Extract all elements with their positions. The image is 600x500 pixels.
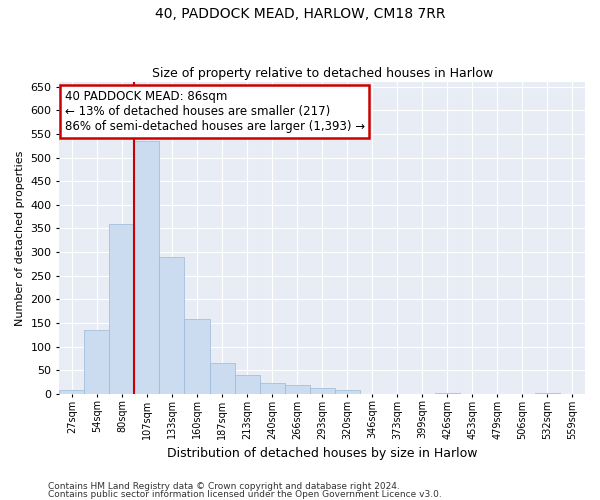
Bar [435,393,460,394]
Bar [310,388,335,394]
Bar [160,257,184,394]
Y-axis label: Number of detached properties: Number of detached properties [15,150,25,326]
Bar [260,384,284,394]
Bar [59,390,85,394]
Bar [235,375,260,394]
Title: Size of property relative to detached houses in Harlow: Size of property relative to detached ho… [152,66,493,80]
Text: Contains public sector information licensed under the Open Government Licence v3: Contains public sector information licen… [48,490,442,499]
Text: Contains HM Land Registry data © Crown copyright and database right 2024.: Contains HM Land Registry data © Crown c… [48,482,400,491]
Text: 40, PADDOCK MEAD, HARLOW, CM18 7RR: 40, PADDOCK MEAD, HARLOW, CM18 7RR [155,8,445,22]
Bar [85,330,109,394]
Bar [535,393,560,394]
X-axis label: Distribution of detached houses by size in Harlow: Distribution of detached houses by size … [167,447,478,460]
Bar [184,319,209,394]
Bar [109,224,134,394]
Text: 40 PADDOCK MEAD: 86sqm
← 13% of detached houses are smaller (217)
86% of semi-de: 40 PADDOCK MEAD: 86sqm ← 13% of detached… [65,90,365,133]
Bar [284,385,310,394]
Bar [209,363,235,394]
Bar [335,390,360,394]
Bar [134,141,160,394]
